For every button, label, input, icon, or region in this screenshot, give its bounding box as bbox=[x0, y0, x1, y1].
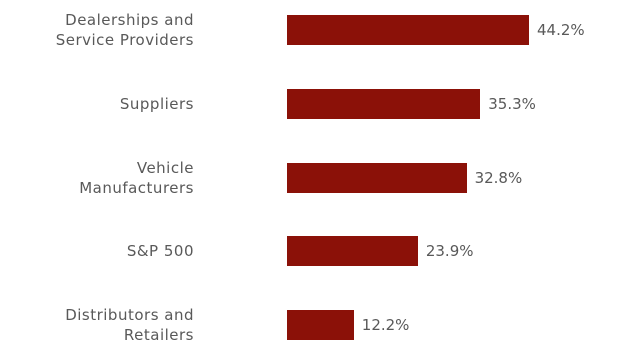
bar bbox=[287, 236, 418, 267]
value-label: 35.3% bbox=[488, 94, 536, 113]
category-label: Suppliers bbox=[119, 94, 194, 113]
bar bbox=[287, 15, 529, 45]
value-label: 32.8% bbox=[474, 168, 523, 187]
value-label: 44.2% bbox=[536, 21, 585, 39]
category-label: S&P 500 bbox=[126, 242, 194, 261]
value-label: 12.2% bbox=[361, 316, 410, 334]
bar bbox=[287, 88, 481, 119]
category-label: Vehicle Manufacturers bbox=[79, 158, 194, 197]
value-label: 23.9% bbox=[425, 242, 474, 261]
bar bbox=[287, 310, 354, 340]
bar bbox=[287, 162, 467, 193]
category-label: Distributors and Retailers bbox=[65, 306, 194, 344]
category-label: Dealerships and Service Providers bbox=[55, 11, 194, 49]
